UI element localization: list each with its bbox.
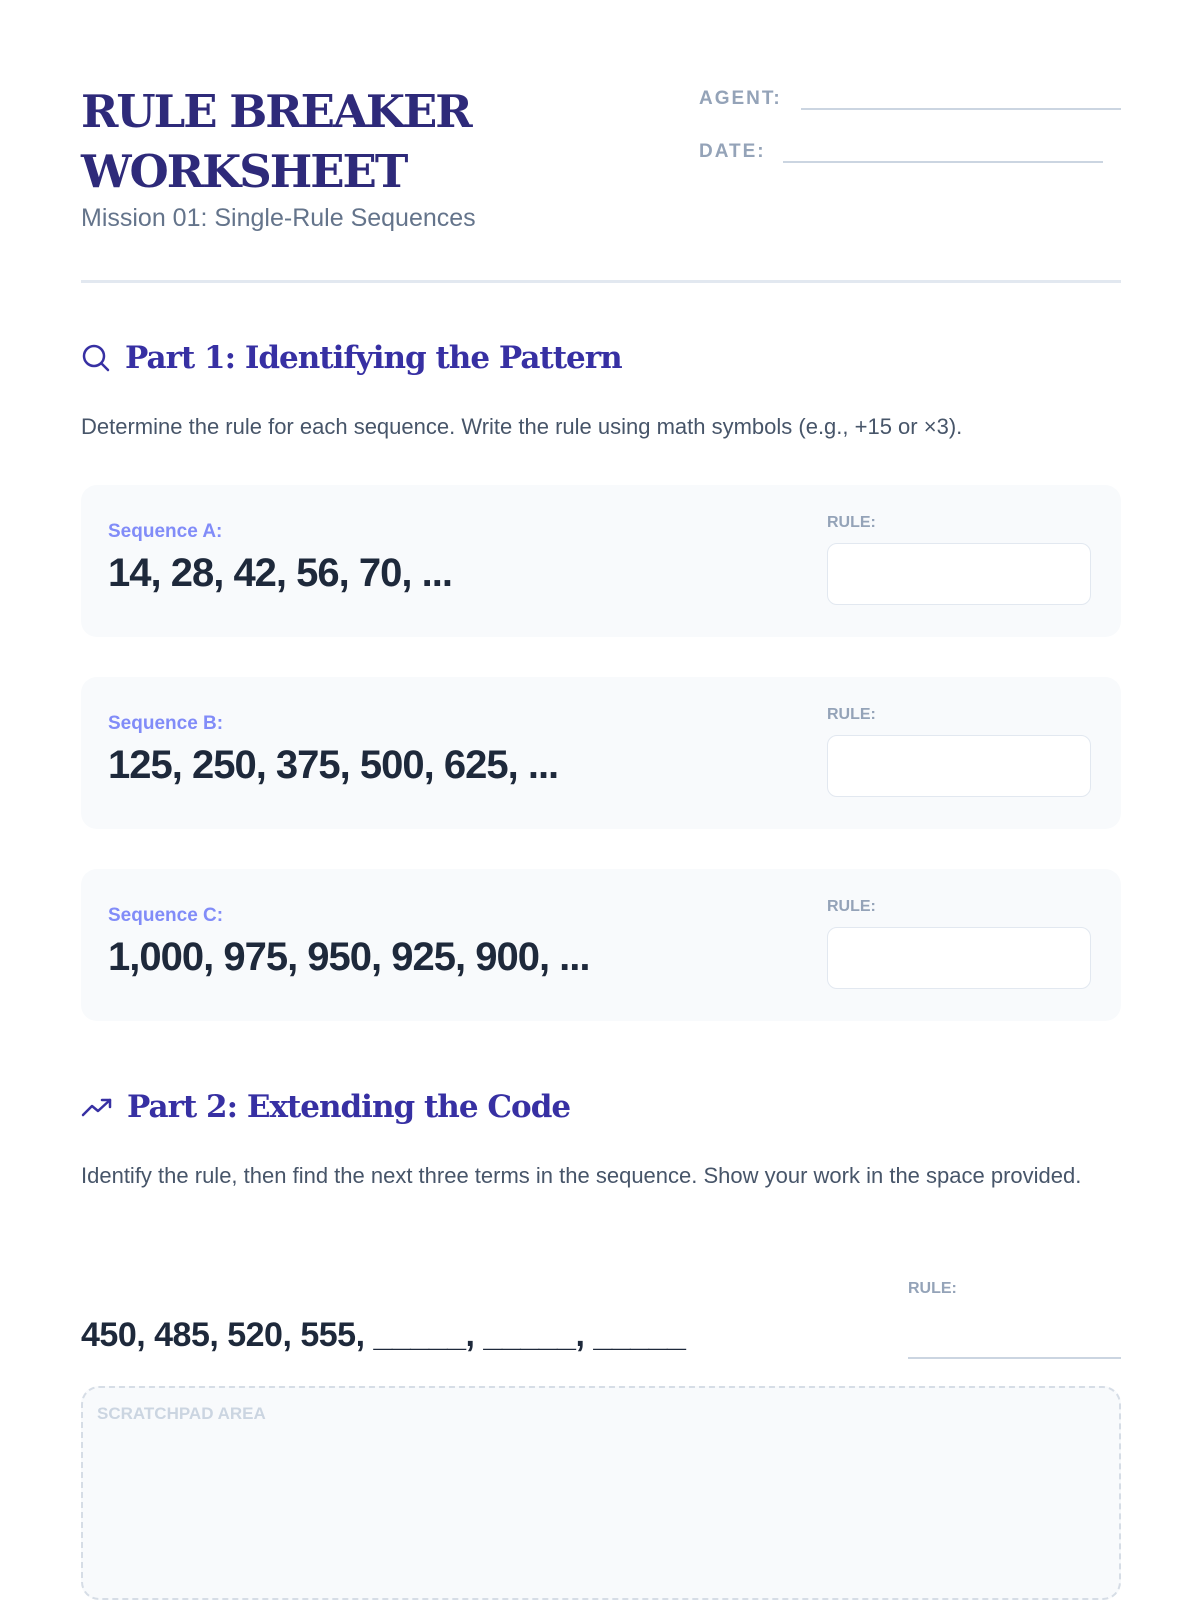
rule-label: RULE: [827,898,876,915]
rule-input-b[interactable] [827,735,1091,797]
sequence-terms: 14, 28, 42, 56, 70, ... [108,551,453,595]
agent-field: AGENT: [699,88,1121,110]
rule-label: RULE: [827,706,876,723]
sequence-card-b: Sequence B: 125, 250, 375, 500, 625, ...… [81,677,1121,829]
rule-input-a[interactable] [827,543,1091,605]
part2-rule-line[interactable] [908,1357,1121,1359]
date-label: DATE: [699,141,766,162]
rule-input-c[interactable] [827,927,1091,989]
sequence-label: Sequence C: [108,905,224,926]
search-icon [82,344,110,372]
header-divider [81,280,1121,283]
page-subtitle: Mission 01: Single-Rule Sequences [81,204,476,232]
rule-label: RULE: [827,514,876,531]
sequence-label: Sequence B: [108,713,224,734]
scratchpad-label: SCRATCHPAD AREA [97,1404,266,1423]
agent-line[interactable] [801,108,1121,110]
part1-instructions: Determine the rule for each sequence. Wr… [81,414,963,439]
page-title: RULE BREAKER WORKSHEET [81,82,473,202]
sequence-label: Sequence A: [108,521,223,542]
date-field: DATE: [699,141,1103,163]
agent-label: AGENT: [699,88,782,109]
sequence-card-a: Sequence A: 14, 28, 42, 56, 70, ... RULE… [81,485,1121,637]
sequence-card-c: Sequence C: 1,000, 975, 950, 925, 900, .… [81,869,1121,1021]
title-line-2: WORKSHEET [81,145,408,198]
trending-up-icon [81,1098,112,1117]
title-line-1: RULE BREAKER [81,85,473,138]
part2-title: Part 2: Extending the Code [127,1089,571,1125]
part2-heading: Part 2: Extending the Code [81,1089,571,1125]
part1-heading: Part 1: Identifying the Pattern [81,340,623,376]
date-line[interactable] [783,161,1103,163]
part2-instructions: Identify the rule, then find the next th… [81,1163,1082,1188]
scratchpad-area[interactable]: SCRATCHPAD AREA [81,1386,1121,1600]
part2-sequence: 450, 485, 520, 555, _____, _____, _____ [81,1316,686,1354]
sequence-terms: 125, 250, 375, 500, 625, ... [108,743,559,787]
part1-title: Part 1: Identifying the Pattern [125,340,623,376]
part2-rule-label: RULE: [908,1280,957,1297]
sequence-terms: 1,000, 975, 950, 925, 900, ... [108,935,591,979]
